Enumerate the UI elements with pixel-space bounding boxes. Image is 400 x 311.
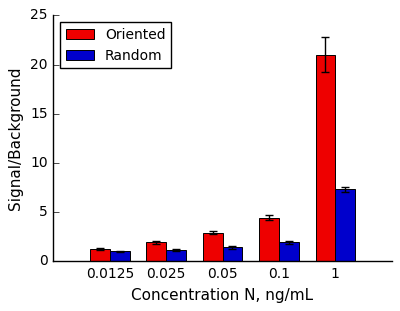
Legend: Oriented, Random: Oriented, Random (60, 22, 171, 68)
Bar (335, 189, 355, 261)
Bar (203, 233, 222, 261)
Bar (146, 243, 166, 261)
Bar (110, 251, 130, 261)
Bar (222, 247, 242, 261)
Bar (279, 243, 299, 261)
Bar (90, 249, 110, 261)
Y-axis label: Signal/Background: Signal/Background (8, 67, 23, 210)
Bar (259, 218, 279, 261)
Bar (166, 250, 186, 261)
Bar (316, 55, 335, 261)
X-axis label: Concentration N, ng/mL: Concentration N, ng/mL (132, 288, 314, 303)
